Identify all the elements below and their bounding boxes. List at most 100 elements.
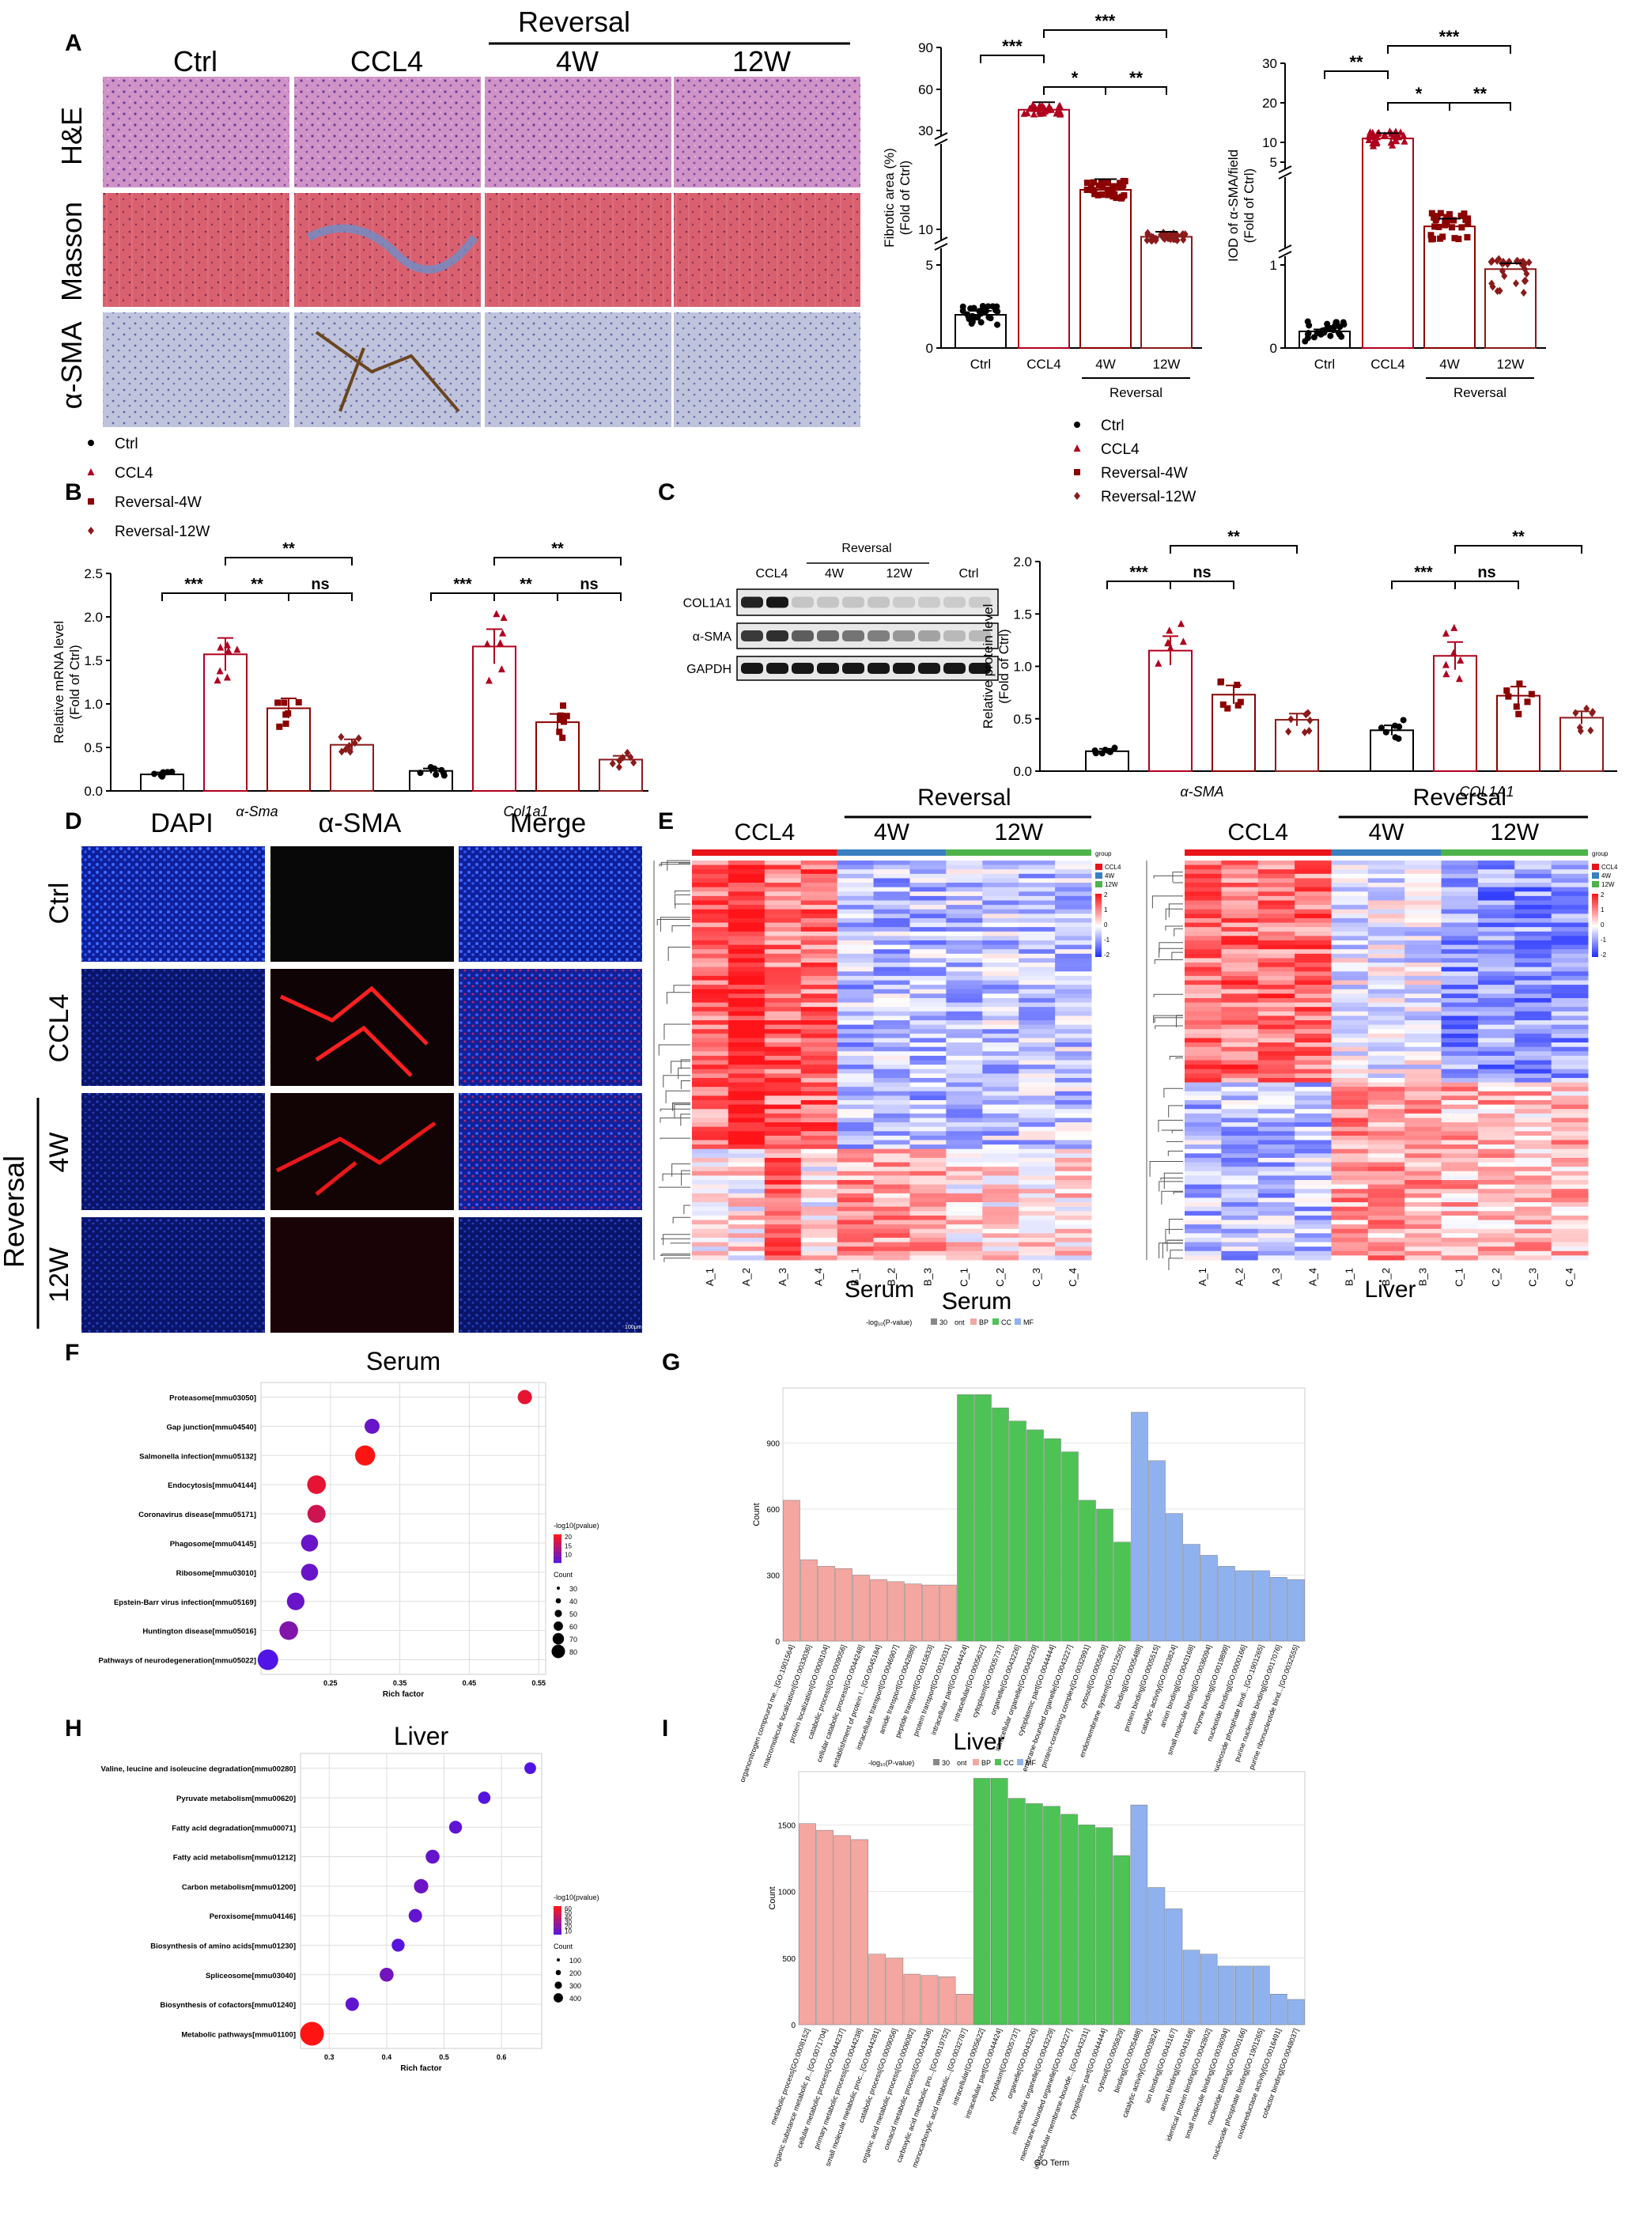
- heat-cell: [1185, 1104, 1222, 1110]
- heat-cell: [1221, 895, 1259, 901]
- heat-cell: [1551, 953, 1589, 959]
- heat-cell: [1367, 1073, 1405, 1079]
- heat-cell: [1441, 1113, 1479, 1118]
- heat-cell: [1295, 1033, 1332, 1038]
- data-point: [346, 747, 353, 756]
- heat-cell: [1404, 1029, 1442, 1035]
- heat-cell: [873, 1016, 910, 1021]
- heat-cell: [1055, 971, 1092, 977]
- dendrogram-branch: [660, 1254, 690, 1256]
- heat-cell: [692, 1215, 729, 1220]
- group-bar: [1185, 849, 1332, 856]
- data-point: [1179, 637, 1187, 645]
- axis-break-mark: [934, 236, 948, 244]
- heat-cell: [764, 1228, 802, 1234]
- heat-cell: [946, 1113, 983, 1118]
- d-row-ccl4: CCL4: [44, 994, 74, 1063]
- heat-cell: [1257, 985, 1295, 990]
- data-point: [1442, 221, 1449, 229]
- data-point: [1392, 734, 1399, 741]
- pval-tick: 20: [565, 1534, 572, 1541]
- heat-cell: [1477, 1051, 1515, 1057]
- data-point: [276, 723, 283, 730]
- data-point: [1448, 224, 1455, 231]
- scale-gradient: [1095, 932, 1102, 933]
- heat-cell: [1367, 1180, 1405, 1186]
- heat-cell: [982, 1016, 1019, 1021]
- legend-marker: [1073, 444, 1081, 452]
- heat-cell: [1295, 1100, 1332, 1106]
- data-point: [1319, 327, 1326, 335]
- heat-cell: [1514, 1242, 1552, 1247]
- heat-cell: [1055, 1246, 1092, 1252]
- data-point: [1039, 103, 1047, 111]
- pathway-dot: [354, 1445, 376, 1466]
- data-point: [1428, 210, 1435, 217]
- heat-cell: [837, 1016, 875, 1021]
- heat-cell: [1185, 1002, 1222, 1008]
- heat-cell: [1551, 1202, 1589, 1208]
- dendrogram-branch: [1158, 1119, 1183, 1133]
- heat-cell: [1295, 1228, 1332, 1234]
- heat-cell: [1367, 1002, 1405, 1008]
- heat-cell: [764, 900, 802, 906]
- heat-cell: [1514, 1082, 1552, 1088]
- pval-gradient: [554, 1540, 561, 1541]
- go-legend-sw: [931, 1318, 937, 1325]
- heat-cell: [1404, 1237, 1442, 1243]
- heat-cell: [1185, 1131, 1222, 1137]
- heat-cell: [692, 1113, 729, 1118]
- dendrogram-branch: [658, 1044, 690, 1056]
- heat-cell: [982, 989, 1019, 994]
- heat-cell: [1295, 1197, 1332, 1203]
- data-point: [1159, 233, 1166, 242]
- go-bar: [905, 1583, 922, 1642]
- sig-bracket: [1454, 545, 1582, 554]
- sma-stain-fibers: [315, 331, 460, 413]
- pval-gradient: [554, 1925, 561, 1927]
- heat-cell: [1221, 1140, 1259, 1145]
- data-point: [1104, 180, 1111, 187]
- pval-gradient: [554, 1539, 561, 1541]
- heat-cell: [1551, 1095, 1589, 1101]
- heat-cell: [1055, 914, 1092, 919]
- heat-cell: [1331, 1095, 1369, 1101]
- heat-cell: [800, 1233, 838, 1239]
- heat-cell: [1404, 1104, 1442, 1110]
- data-point: [1083, 187, 1091, 194]
- sample-label: A_1: [704, 1268, 716, 1286]
- heat-cell: [1551, 993, 1589, 999]
- heat-cell: [692, 1197, 729, 1203]
- count-legend-dot: [557, 1587, 560, 1590]
- heat-cell: [800, 1002, 838, 1008]
- heat-cell: [946, 917, 983, 924]
- heat-cell: [837, 905, 875, 910]
- heat-cell: [1257, 949, 1295, 955]
- heat-cell: [1019, 1157, 1056, 1163]
- sma-if-fibers-4w: [275, 1121, 437, 1196]
- row-header-sma: α-SMA: [55, 322, 88, 410]
- heat-cell: [1019, 1020, 1056, 1026]
- heat-cell: [909, 869, 947, 875]
- heat-cell: [1514, 989, 1552, 994]
- heat-cell: [1185, 1011, 1222, 1016]
- pathway-dot: [307, 1504, 326, 1523]
- heat-cell: [728, 1077, 766, 1084]
- sig-label: **: [520, 576, 532, 593]
- heat-cell: [873, 1206, 910, 1212]
- pathway-label: Peroxisome[mmu04146]: [210, 1912, 296, 1921]
- heat-cell: [1477, 1175, 1515, 1181]
- heat-cell: [982, 1077, 1019, 1084]
- heat-cell: [873, 1233, 910, 1239]
- heat-cell: [982, 1148, 1019, 1154]
- panel-a-headers: Ctrl CCL4 Reversal 4W 12W H&E Masson α-S…: [55, 6, 850, 409]
- heat-cell: [764, 1224, 802, 1230]
- dendrogram-branch: [1166, 1140, 1183, 1143]
- heat-cell: [1404, 1007, 1442, 1012]
- heat-cell: [909, 1095, 947, 1101]
- heat-cell: [1367, 861, 1405, 866]
- data-point: [1104, 187, 1111, 194]
- heat-cell: [982, 1038, 1019, 1043]
- heat-cell: [1257, 891, 1295, 897]
